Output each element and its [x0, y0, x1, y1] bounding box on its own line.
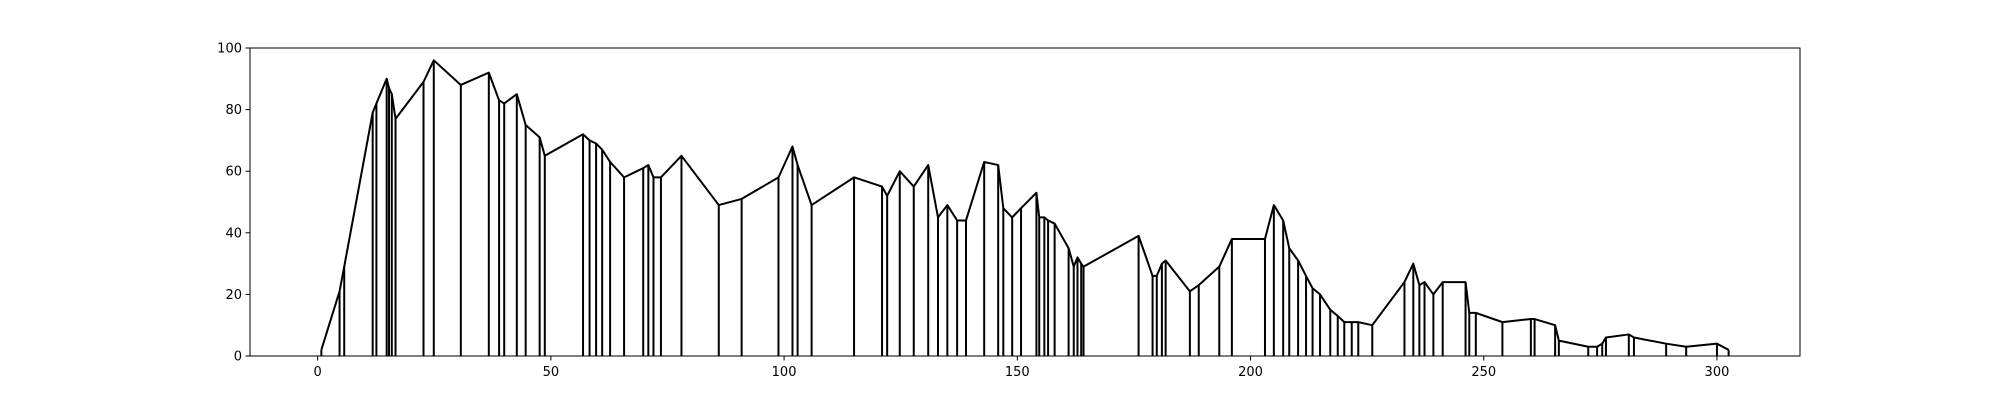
- x-tick-label: 100: [772, 365, 797, 380]
- x-tick-label: 300: [1705, 365, 1730, 380]
- y-tick-label: 20: [225, 288, 242, 303]
- y-tick-label: 40: [225, 226, 242, 241]
- y-tick-label: 0: [234, 350, 242, 365]
- x-tick-label: 0: [313, 365, 321, 380]
- y-tick-label: 80: [225, 103, 242, 118]
- x-tick-label: 150: [1005, 365, 1030, 380]
- x-tick-label: 50: [543, 365, 560, 380]
- y-tick-label: 60: [225, 165, 242, 180]
- x-tick-label: 250: [1471, 365, 1496, 380]
- axes-frame: [249, 47, 1801, 357]
- line: [320, 59, 1730, 351]
- y-tick-label: 100: [217, 42, 242, 57]
- x-tick-label: 200: [1238, 365, 1263, 380]
